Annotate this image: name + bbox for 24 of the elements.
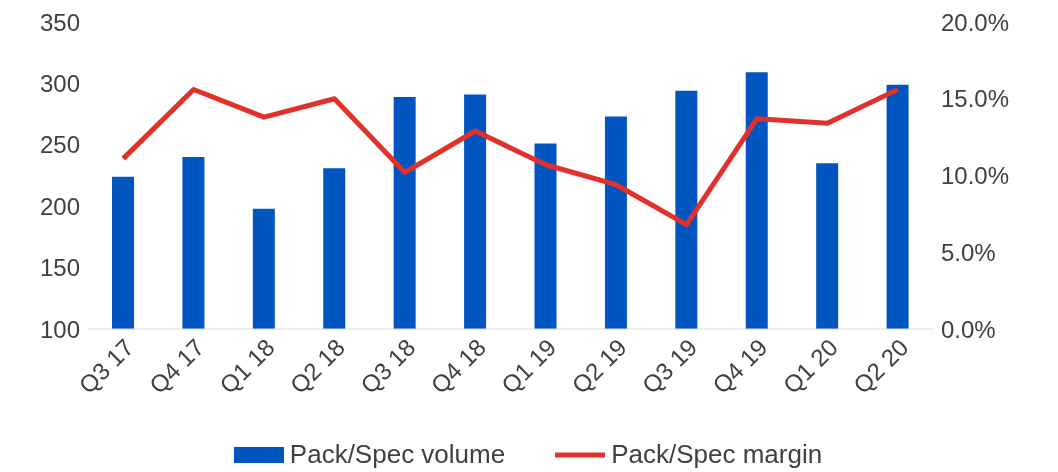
y2-tick-label: 10.0%	[941, 162, 1010, 190]
legend-label: Pack/Spec margin	[611, 439, 823, 470]
x-tick-label: Q1 18	[214, 333, 280, 399]
y-tick-label: 300	[39, 69, 80, 97]
y2-tick-label: 0.0%	[941, 315, 996, 343]
y-tick-label: 250	[39, 131, 80, 159]
x-tick-label: Q4 18	[425, 333, 491, 399]
x-tick-label: Q4 17	[143, 333, 210, 399]
y-tick-label: 200	[39, 192, 80, 220]
y-tick-label: 100	[39, 315, 80, 343]
legend-label: Pack/Spec volume	[289, 439, 506, 470]
y2-tick-label: 15.0%	[941, 85, 1010, 113]
x-tick-label: Q2 20	[848, 333, 914, 399]
y2-tick-label: 5.0%	[941, 238, 996, 266]
x-tick-label: Q1 19	[495, 333, 562, 399]
x-tick-label: Q4 19	[707, 333, 773, 399]
x-tick-label: Q1 20	[777, 333, 843, 399]
x-tick-label: Q2 19	[566, 333, 632, 399]
x-tick-label: Q3 19	[636, 333, 703, 399]
y2-tick-label: 20.0%	[941, 8, 1010, 36]
y-tick-label: 350	[39, 8, 80, 36]
x-tick-label: Q3 18	[355, 333, 421, 399]
x-tick-label: Q2 18	[284, 333, 351, 399]
y-tick-label: 150	[39, 254, 80, 282]
